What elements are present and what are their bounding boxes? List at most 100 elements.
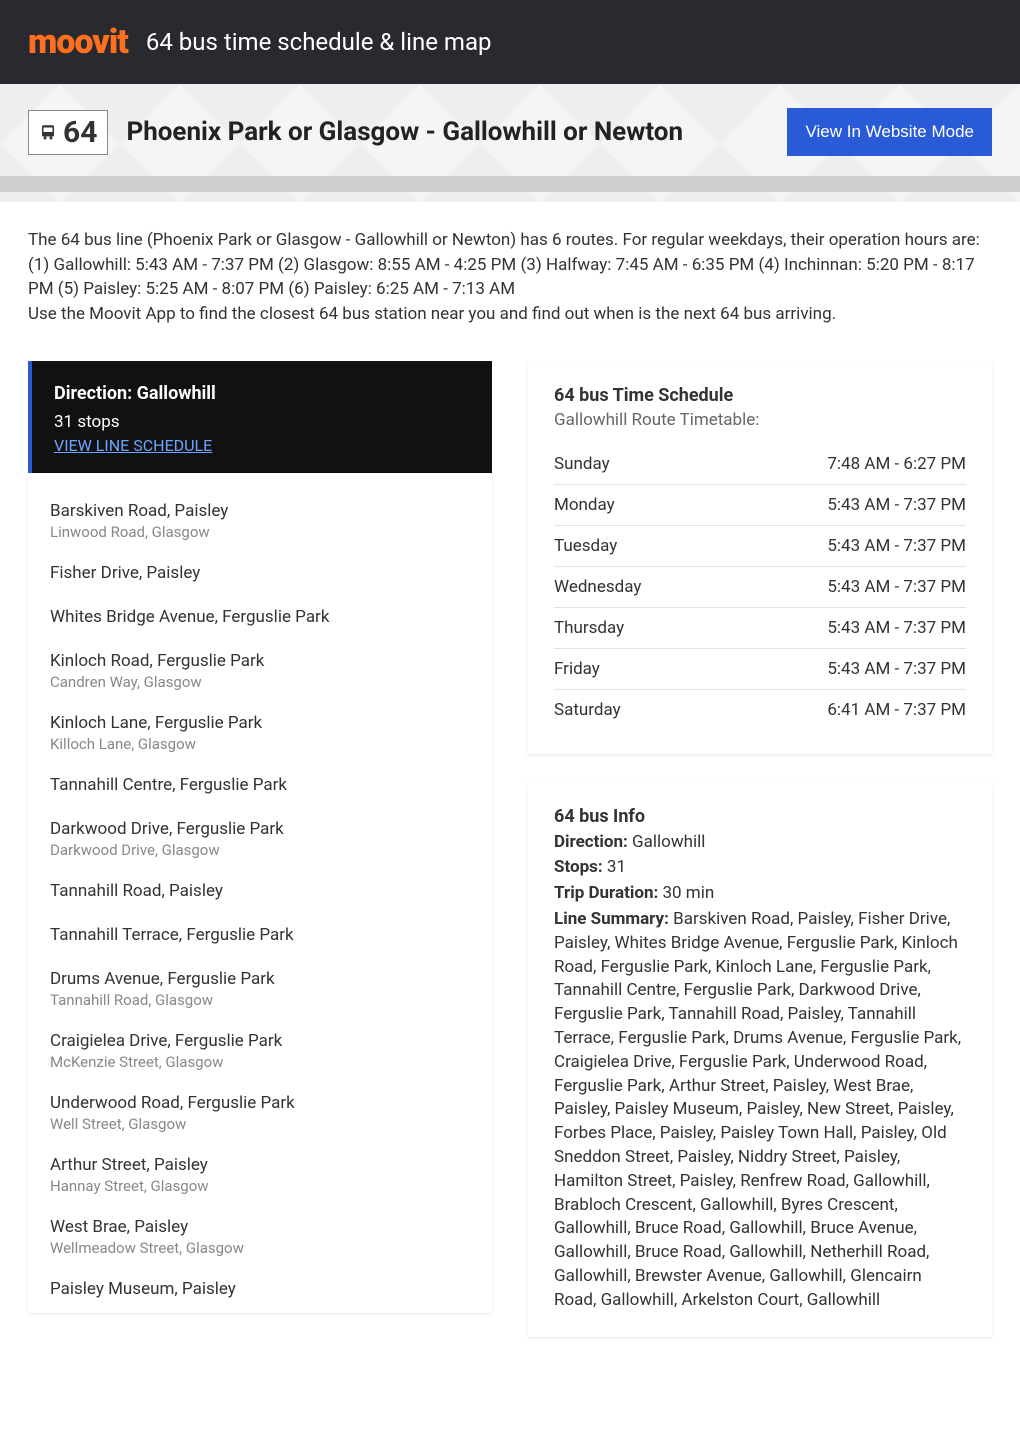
gray-divider xyxy=(0,176,1020,192)
timetable-row: Friday 5:43 AM - 7:37 PM xyxy=(554,649,966,690)
info-duration-label: Trip Duration: xyxy=(554,883,658,903)
main-columns: Direction: Gallowhill 31 stops VIEW LINE… xyxy=(0,337,1020,1365)
intro-line-3: Use the Moovit App to find the closest 6… xyxy=(28,302,992,327)
info-summary-label: Line Summary: xyxy=(554,909,669,929)
stop-name: Tannahill Road, Paisley xyxy=(50,881,470,901)
timetable-hours: 5:43 AM - 7:37 PM xyxy=(827,495,966,515)
header-title: 64 bus time schedule & line map xyxy=(146,28,492,56)
logo: moovit xyxy=(28,22,128,62)
stop-item: Tannahill Terrace, Ferguslie Park xyxy=(50,915,470,959)
stop-name: Craigielea Drive, Ferguslie Park xyxy=(50,1031,470,1051)
stop-item: Drums Avenue, Ferguslie Park Tannahill Ro… xyxy=(50,959,470,1021)
timetable-row: Wednesday 5:43 AM - 7:37 PM xyxy=(554,567,966,608)
stops-list: Barskiven Road, Paisley Linwood Road, Gla… xyxy=(28,473,492,1313)
stop-item: Arthur Street, Paisley Hannay Street, Gla… xyxy=(50,1145,470,1207)
info-summary-value: Barskiven Road, Paisley, Fisher Drive, P… xyxy=(554,909,961,1310)
stop-sub: Well Street, Glasgow xyxy=(50,1115,470,1133)
route-name: Phoenix Park or Glasgow - Gallowhill or … xyxy=(126,117,683,147)
stop-name: Arthur Street, Paisley xyxy=(50,1155,470,1175)
left-column: Direction: Gallowhill 31 stops VIEW LINE… xyxy=(28,361,492,1313)
timetable-day: Thursday xyxy=(554,618,624,638)
stop-item: Kinloch Road, Ferguslie Park Candren Way,… xyxy=(50,641,470,703)
stop-sub: Hannay Street, Glasgow xyxy=(50,1177,470,1195)
info-stops-label: Stops: xyxy=(554,857,603,877)
stop-name: Kinloch Road, Ferguslie Park xyxy=(50,651,470,671)
timetable-row: Saturday 6:41 AM - 7:37 PM xyxy=(554,690,966,730)
stop-item: Paisley Museum, Paisley xyxy=(50,1269,470,1313)
timetable-row: Thursday 5:43 AM - 7:37 PM xyxy=(554,608,966,649)
timetable-title: 64 bus Time Schedule xyxy=(554,385,966,406)
timetable-day: Saturday xyxy=(554,700,621,720)
timetable: Sunday 7:48 AM - 6:27 PM Monday 5:43 AM - 7… xyxy=(554,444,966,730)
stop-item: Kinloch Lane, Ferguslie ParkKilloch Lane… xyxy=(50,703,470,765)
title-left: 64 Phoenix Park or Glasgow - Gallowhill … xyxy=(28,110,683,155)
stop-name: West Brae, Paisley xyxy=(50,1217,470,1237)
route-badge: 64 xyxy=(28,110,108,155)
intro-line-1: The 64 bus line (Phoenix Park or Glasgow… xyxy=(28,228,992,253)
stop-item: Whites Bridge Avenue, Ferguslie Park xyxy=(50,597,470,641)
timetable-row: Monday 5:43 AM - 7:37 PM xyxy=(554,485,966,526)
timetable-hours: 5:43 AM - 7:37 PM xyxy=(827,577,966,597)
map-background: 64 Phoenix Park or Glasgow - Gallowhill … xyxy=(0,84,1020,202)
stop-sub: Linwood Road, Glasgow xyxy=(50,523,470,541)
timetable-hours: 5:43 AM - 7:37 PM xyxy=(827,659,966,679)
timetable-day: Monday xyxy=(554,495,615,515)
header-banner: moovit 64 bus time schedule & line map xyxy=(0,0,1020,84)
info-direction-label: Direction: xyxy=(554,832,628,852)
timetable-day: Tuesday xyxy=(554,536,617,556)
stop-sub: McKenzie Street, Glasgow xyxy=(50,1053,470,1071)
info-direction-value: Gallowhill xyxy=(628,832,706,852)
info-card: 64 bus Info Direction: Gallowhill Stops:… xyxy=(528,782,992,1337)
bus-icon xyxy=(39,123,57,141)
right-column: 64 bus Time Schedule Gallowhill Route Ti… xyxy=(528,361,992,1365)
stop-item: West Brae, Paisley Wellmeadow Street, Gla… xyxy=(50,1207,470,1269)
timetable-row: Tuesday 5:43 AM - 7:37 PM xyxy=(554,526,966,567)
stop-name: Whites Bridge Avenue, Ferguslie Park xyxy=(50,607,470,627)
stop-name: Underwood Road, Ferguslie Park xyxy=(50,1093,470,1113)
intro-text: The 64 bus line (Phoenix Park or Glasgow… xyxy=(0,202,1020,337)
stop-item: Tannahill Road, Paisley xyxy=(50,871,470,915)
stop-item: Underwood Road, Ferguslie Park Well Stree… xyxy=(50,1083,470,1145)
stop-name: Barskiven Road, Paisley xyxy=(50,501,470,521)
timetable-row: Sunday 7:48 AM - 6:27 PM xyxy=(554,444,966,485)
route-number: 64 xyxy=(63,115,97,150)
stop-item: Craigielea Drive, Ferguslie Park McKenzie… xyxy=(50,1021,470,1083)
stop-sub: Wellmeadow Street, Glasgow xyxy=(50,1239,470,1257)
timetable-day: Sunday xyxy=(554,454,610,474)
timetable-hours: 5:43 AM - 7:37 PM xyxy=(827,618,966,638)
stop-name: Fisher Drive, Paisley xyxy=(50,563,470,583)
info-summary: Line Summary: Barskiven Road, Paisley, F… xyxy=(554,908,966,1313)
direction-title: Direction: Gallowhill xyxy=(54,383,470,404)
stop-sub: Candren Way, Glasgow xyxy=(50,673,470,691)
timetable-subtitle: Gallowhill Route Timetable: xyxy=(554,410,966,430)
stop-item: Darkwood Drive, Ferguslie ParkDarkwood D… xyxy=(50,809,470,871)
timetable-hours: 7:48 AM - 6:27 PM xyxy=(827,454,966,474)
direction-box: Direction: Gallowhill 31 stops VIEW LINE… xyxy=(28,361,492,473)
title-row: 64 Phoenix Park or Glasgow - Gallowhill … xyxy=(0,108,1020,176)
timetable-hours: 6:41 AM - 7:37 PM xyxy=(827,700,966,720)
view-website-button[interactable]: View In Website Mode xyxy=(787,108,992,156)
info-duration: Trip Duration: 30 min xyxy=(554,882,966,906)
timetable-day: Friday xyxy=(554,659,600,679)
timetable-card: 64 bus Time Schedule Gallowhill Route Ti… xyxy=(528,361,992,754)
stop-name: Tannahill Centre, Ferguslie Park xyxy=(50,775,470,795)
stop-name: Drums Avenue, Ferguslie Park xyxy=(50,969,470,989)
stop-sub: Tannahill Road, Glasgow xyxy=(50,991,470,1009)
timetable-hours: 5:43 AM - 7:37 PM xyxy=(827,536,966,556)
info-stops-value: 31 xyxy=(603,857,626,877)
stop-item: Barskiven Road, Paisley Linwood Road, Gla… xyxy=(50,491,470,553)
timetable-day: Wednesday xyxy=(554,577,641,597)
stop-item: Tannahill Centre, Ferguslie Park xyxy=(50,765,470,809)
stop-item: Fisher Drive, Paisley xyxy=(50,553,470,597)
stops-count: 31 stops xyxy=(54,412,470,432)
info-duration-value: 30 min xyxy=(658,883,714,903)
info-title: 64 bus Info xyxy=(554,806,966,827)
stop-name: Tannahill Terrace, Ferguslie Park xyxy=(50,925,470,945)
stop-sub: Killoch Lane, Glasgow xyxy=(50,735,470,753)
info-direction: Direction: Gallowhill xyxy=(554,831,966,855)
stop-name: Paisley Museum, Paisley xyxy=(50,1279,470,1299)
view-schedule-link[interactable]: VIEW LINE SCHEDULE xyxy=(54,436,212,455)
stop-name: Darkwood Drive, Ferguslie Park xyxy=(50,819,470,839)
info-stops: Stops: 31 xyxy=(554,856,966,880)
intro-line-2: (1) Gallowhill: 5:43 AM - 7:37 PM (2) Gl… xyxy=(28,253,992,302)
